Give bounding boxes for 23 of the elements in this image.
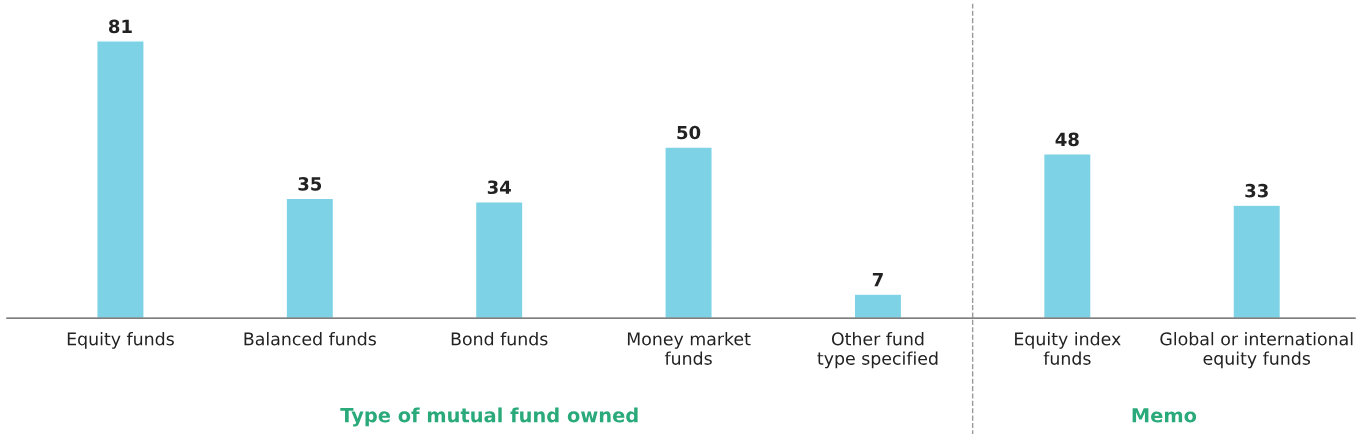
x-tick-label: Equity funds [67,332,174,349]
bar [853,293,903,319]
data-label: 48 [1055,132,1079,147]
x-tick-label: Bond funds [451,332,548,346]
data-label: 34 [487,180,511,195]
data-label: 81 [108,19,132,34]
x-tick-label: Other fund type specified [817,332,938,369]
bar [474,201,524,319]
bar [1232,204,1282,319]
x-tick-label: Balanced funds [244,332,376,346]
data-label: 50 [677,125,701,140]
x-tick-label: Money market funds [627,332,751,365]
x-tick-label: Global or international equity funds [1160,332,1353,369]
text: Memo [1132,408,1197,423]
data-label: 7 [872,273,883,287]
bar [96,40,145,319]
bar [664,146,713,319]
bar [285,197,335,319]
data-label: 35 [298,177,322,191]
bar [1042,153,1092,319]
data-label: 33 [1245,183,1268,198]
x-tick-label: Equity index funds [1015,332,1121,365]
text: Type of mutual fund owned [340,407,638,427]
